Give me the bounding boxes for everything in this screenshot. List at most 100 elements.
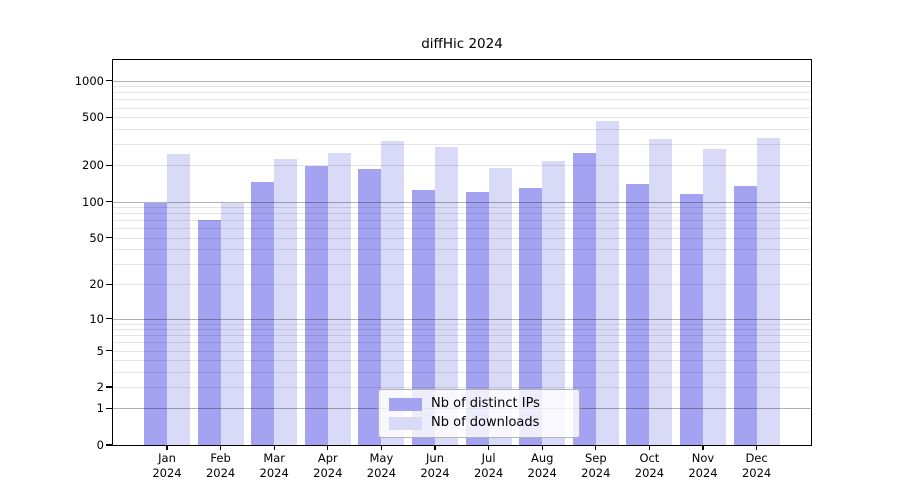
minor-gridline-40	[113, 249, 811, 251]
x-tick-label-may: May 2024	[349, 451, 413, 481]
bar-downloads-jul	[488, 168, 512, 445]
bar-downloads-feb	[220, 202, 244, 445]
bar-distinct-ips-aug	[519, 187, 543, 445]
minor-gridline-20	[113, 284, 811, 286]
x-tick-label-nov: Nov 2024	[671, 451, 735, 481]
y-tick-label-2: 2	[96, 380, 104, 395]
bar-downloads-oct	[649, 139, 673, 445]
x-tick-month: Jan	[158, 451, 176, 465]
minor-gridline-900	[113, 86, 811, 88]
x-tick-month: Jun	[426, 451, 444, 465]
y-tick-mark-1000	[106, 80, 112, 82]
major-gridline-100	[113, 201, 811, 203]
bar-distinct-ips-oct	[626, 184, 650, 445]
x-tick-mark-mar	[273, 445, 275, 450]
minor-gridline-5	[113, 350, 811, 352]
minor-gridline-90	[113, 207, 811, 209]
minor-gridline-200	[113, 165, 811, 167]
bar-distinct-ips-feb	[197, 220, 221, 445]
bar-distinct-ips-jun	[412, 190, 435, 445]
x-tick-label-jan: Jan 2024	[135, 451, 199, 481]
minor-gridline-6	[113, 342, 811, 344]
x-tick-label-aug: Aug 2024	[510, 451, 574, 481]
y-tick-mark-0	[106, 444, 112, 446]
minor-gridline-30	[113, 263, 811, 265]
minor-gridline-50	[113, 237, 811, 239]
x-tick-year: 2024	[634, 466, 665, 480]
y-tick-mark-5	[106, 349, 112, 352]
x-tick-month: Nov	[691, 451, 715, 465]
x-tick-label-mar: Mar 2024	[242, 451, 306, 481]
x-tick-label-sep: Sep 2024	[564, 451, 628, 481]
x-tick-month: Dec	[745, 451, 768, 465]
bar-distinct-ips-mar	[251, 181, 275, 445]
bar-downloads-apr	[327, 152, 351, 445]
x-tick-label-dec: Dec 2024	[725, 451, 789, 481]
x-tick-year: 2024	[473, 466, 504, 480]
x-tick-month: Apr	[317, 451, 338, 465]
bar-distinct-ips-may	[358, 169, 382, 445]
minor-gridline-70	[113, 220, 811, 222]
minor-gridline-400	[113, 128, 811, 130]
legend-label-distinct-ips: Nb of distinct IPs	[431, 396, 540, 411]
x-tick-month: Oct	[639, 451, 660, 465]
x-tick-month: Feb	[210, 451, 231, 465]
y-tick-label-1000: 1000	[74, 73, 104, 88]
y-tick-label-10: 10	[89, 311, 104, 326]
legend-item-downloads: Nb of downloads	[389, 416, 569, 430]
y-tick-label-500: 500	[82, 110, 104, 125]
bar-downloads-may	[381, 141, 405, 445]
bar-distinct-ips-apr	[304, 166, 328, 445]
y-tick-mark-1	[106, 407, 112, 410]
x-tick-mark-dec	[756, 445, 758, 450]
x-tick-year: 2024	[420, 466, 450, 480]
y-tick-label-20: 20	[89, 277, 104, 292]
x-tick-month: Sep	[584, 451, 607, 465]
bar-downloads-jun	[435, 146, 458, 445]
x-tick-mark-jul	[488, 445, 490, 450]
x-tick-label-feb: Feb 2024	[189, 451, 253, 481]
x-tick-mark-may	[380, 445, 382, 450]
x-tick-label-oct: Oct 2024	[617, 451, 681, 481]
x-tick-month: Aug	[530, 451, 554, 465]
x-tick-label-jul: Jul 2024	[457, 451, 521, 481]
y-tick-mark-2	[106, 386, 112, 388]
bar-distinct-ips-jan	[144, 203, 167, 445]
x-tick-month: Mar	[263, 451, 286, 465]
x-tick-month: May	[369, 451, 394, 465]
bar-downloads-mar	[274, 158, 298, 445]
y-tick-mark-500	[106, 116, 112, 118]
x-tick-mark-oct	[648, 445, 650, 450]
x-tick-year: 2024	[581, 466, 611, 480]
bar-downloads-sep	[595, 121, 619, 445]
y-tick-label-100: 100	[82, 194, 104, 209]
minor-gridline-4	[113, 360, 811, 362]
bar-distinct-ips-jul	[465, 191, 489, 445]
x-tick-year: 2024	[366, 466, 397, 480]
minor-gridline-3	[113, 371, 811, 373]
legend-swatch-downloads	[389, 416, 422, 430]
bar-distinct-ips-sep	[572, 153, 596, 445]
x-tick-mark-jan	[166, 445, 168, 450]
major-gridline-10	[113, 318, 811, 320]
chart-title: diffHic 2024	[421, 36, 503, 52]
x-tick-label-jun: Jun 2024	[403, 451, 467, 481]
x-tick-year: 2024	[259, 466, 289, 480]
legend-item-distinct-ips: Nb of distinct IPs	[389, 397, 569, 411]
minor-gridline-600	[113, 107, 811, 109]
x-tick-year: 2024	[205, 466, 236, 480]
bar-downloads-jan	[167, 153, 190, 445]
bar-downloads-nov	[703, 148, 726, 445]
x-tick-year: 2024	[741, 466, 772, 480]
x-tick-year: 2024	[527, 466, 557, 480]
plot-area	[112, 59, 812, 446]
minor-gridline-300	[113, 144, 811, 145]
x-tick-mark-jun	[434, 445, 436, 450]
bar-downloads-dec	[756, 138, 780, 445]
x-tick-label-apr: Apr 2024	[296, 451, 360, 481]
legend-swatch-distinct-ips	[389, 397, 422, 411]
minor-gridline-2	[113, 387, 811, 389]
y-tick-mark-100	[106, 201, 112, 203]
x-tick-mark-apr	[327, 445, 329, 450]
